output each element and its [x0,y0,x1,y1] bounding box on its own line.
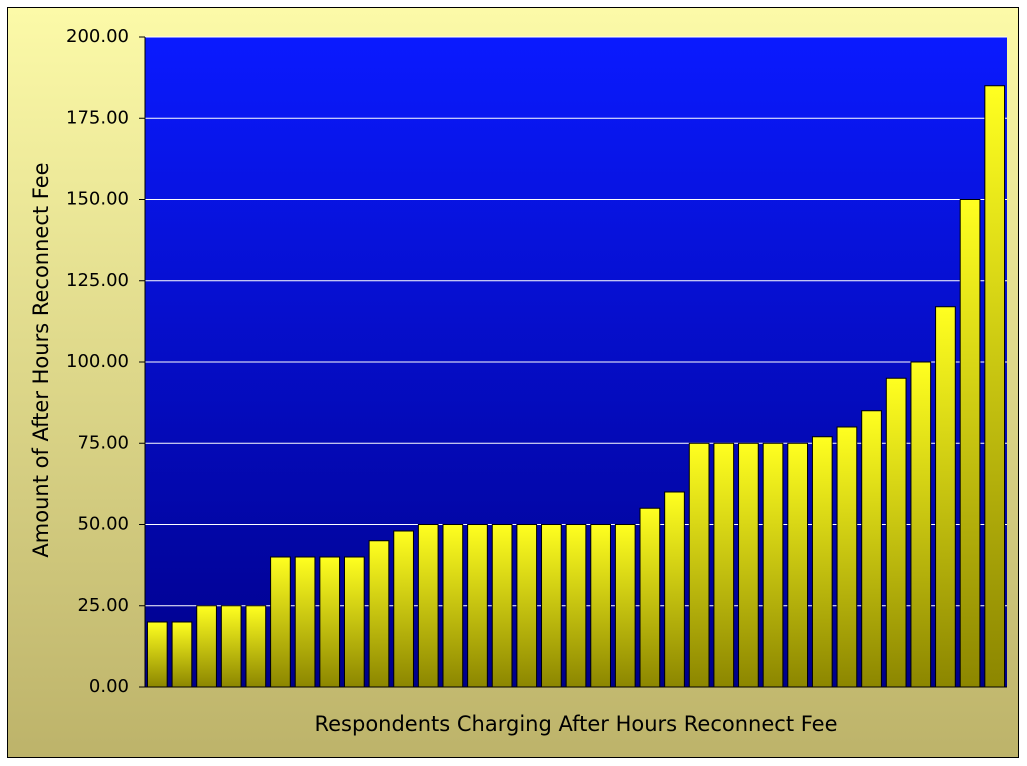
bar [861,410,882,688]
bar [491,524,513,688]
bar [343,556,365,688]
bar [836,426,858,688]
bar [885,377,907,688]
bar [959,199,981,688]
y-tick-label: 175.00 [66,107,129,128]
bar [294,556,316,688]
bar [639,507,661,688]
bar [984,85,1006,688]
bar [590,524,611,688]
bar [270,556,291,688]
bar [738,442,759,688]
y-tick-label: 200.00 [66,26,129,47]
y-tick-label: 125.00 [66,270,129,291]
y-tick-label: 150.00 [66,189,129,210]
bar [565,524,587,688]
bar [196,605,217,688]
y-tick-label: 25.00 [77,595,129,616]
bar [368,540,390,688]
bar [146,621,168,688]
bar [516,524,538,688]
bar [541,524,562,688]
y-tick-label: 100.00 [66,351,129,372]
bar [614,524,636,688]
bar [467,524,488,688]
bar [417,524,439,688]
bar [442,524,464,688]
bar [220,605,242,688]
bar [393,530,414,688]
bar [664,491,685,688]
bar [713,442,735,688]
bar [245,605,267,688]
y-axis-title: Amount of After Hours Reconnect Fee [29,162,53,557]
x-axis-title: Respondents Charging After Hours Reconne… [314,712,837,736]
bar [935,306,956,688]
bar [910,361,932,688]
bar [787,442,809,688]
bar [319,556,341,688]
bar [762,442,784,688]
y-tick-label: 0.00 [89,676,129,697]
bar [811,436,833,688]
bar [688,442,710,688]
y-tick-label: 50.00 [77,514,129,535]
y-tick-label: 75.00 [77,432,129,453]
bar [171,621,193,688]
